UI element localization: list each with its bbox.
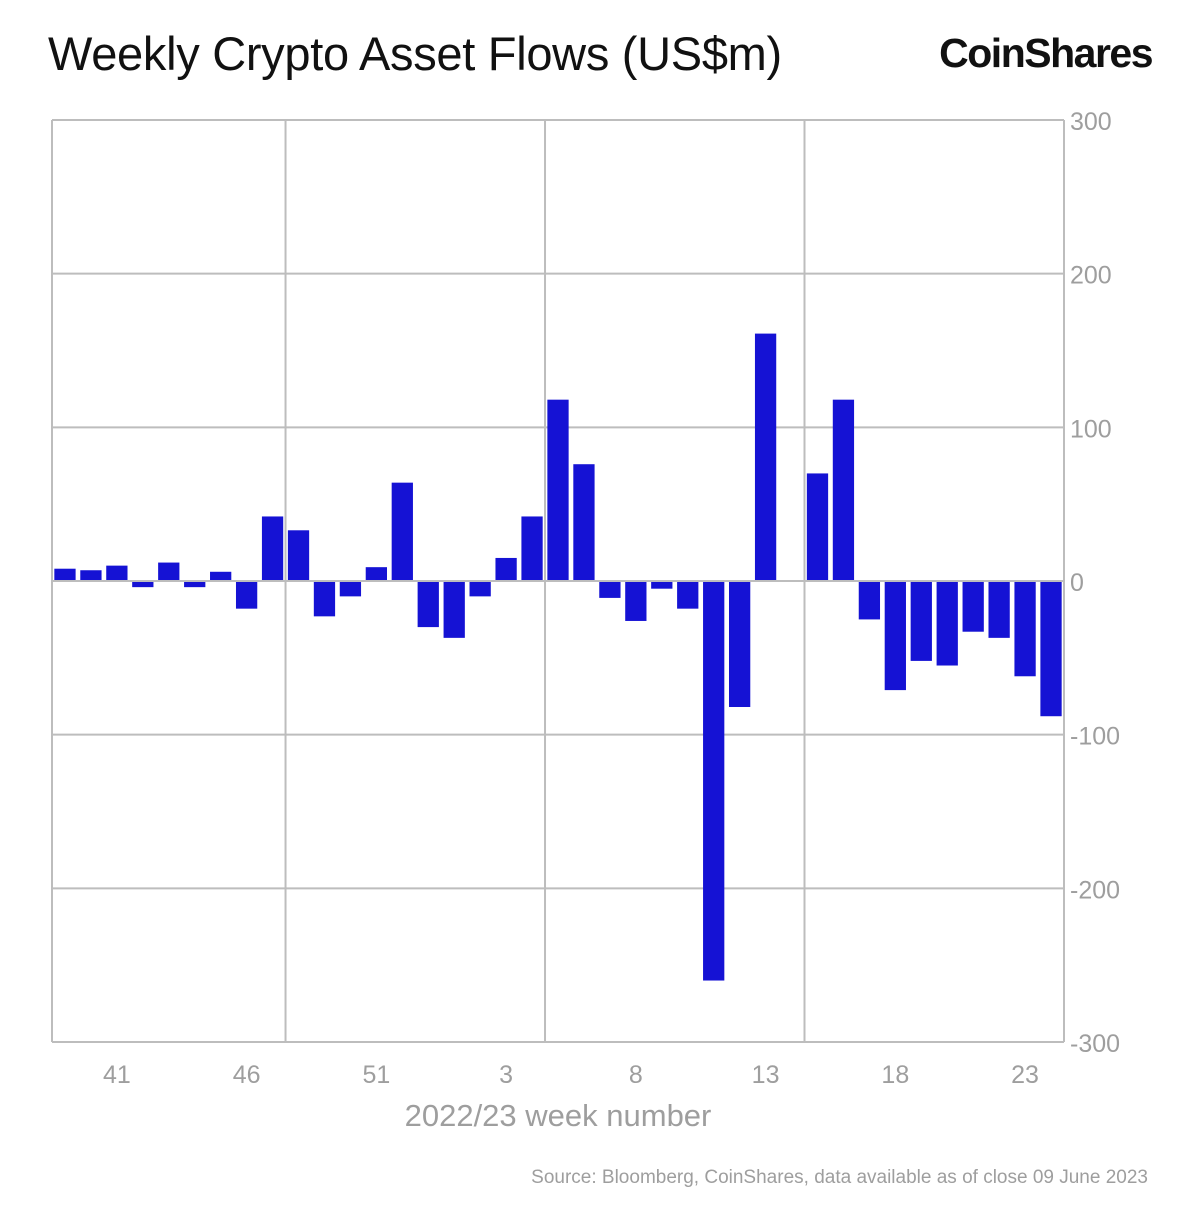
- y-tick-label: -200: [1070, 876, 1120, 904]
- bar: [884, 581, 906, 691]
- y-tick-label: 100: [1070, 415, 1112, 443]
- bar: [547, 399, 569, 581]
- bar: [235, 581, 258, 609]
- x-tick-label: 3: [499, 1061, 513, 1089]
- bar: [80, 570, 102, 581]
- bar: [158, 562, 180, 581]
- chart-title: Weekly Crypto Asset Flows (US$m): [48, 27, 782, 80]
- bar: [754, 333, 777, 581]
- bar: [313, 581, 336, 617]
- bar: [495, 557, 517, 581]
- x-tick-label: 46: [233, 1061, 261, 1089]
- y-tick-label: 0: [1070, 569, 1084, 597]
- x-tick-label: 8: [629, 1061, 643, 1089]
- coinshares-logo: CoinShares: [939, 30, 1153, 76]
- y-tick-label: -100: [1070, 723, 1120, 751]
- x-tick-label: 23: [1011, 1061, 1039, 1089]
- bar: [651, 581, 673, 589]
- x-axis-label: 2022/23 week number: [404, 1098, 712, 1133]
- bar: [729, 581, 751, 708]
- bar: [184, 581, 206, 588]
- bar: [858, 581, 881, 620]
- bar: [703, 581, 725, 981]
- x-tick-label: 18: [881, 1061, 909, 1089]
- bar: [1014, 581, 1036, 677]
- bar: [625, 581, 647, 621]
- x-tick-label: 13: [752, 1061, 780, 1089]
- bar: [573, 464, 595, 581]
- bar: [261, 516, 284, 581]
- source-note: Source: Bloomberg, CoinShares, data avai…: [531, 1167, 1148, 1188]
- bar: [962, 581, 984, 632]
- bar: [54, 568, 76, 581]
- bar: [132, 581, 154, 588]
- bar: [806, 473, 829, 581]
- bar: [599, 581, 621, 598]
- bar: [677, 581, 699, 609]
- bar: [936, 581, 958, 666]
- bars: [52, 333, 1064, 981]
- bar: [832, 399, 855, 581]
- bar: [417, 581, 439, 628]
- bar: [443, 581, 465, 638]
- bar: [339, 581, 362, 597]
- bar: [365, 567, 387, 581]
- bar: [287, 530, 310, 581]
- tick-labels: 300 200 100 0 -100 -200 -300 41 46 51 3 8 13 18 23: [103, 108, 1120, 1089]
- bar: [910, 581, 932, 661]
- bar: [469, 581, 491, 597]
- bar: [210, 571, 232, 581]
- bar: [1040, 581, 1062, 717]
- bar: [106, 565, 128, 581]
- bar: [988, 581, 1010, 638]
- y-tick-label: 200: [1070, 262, 1112, 290]
- y-tick-label: 300: [1070, 108, 1112, 136]
- x-tick-label: 51: [362, 1061, 390, 1089]
- bar: [391, 482, 413, 581]
- x-tick-label: 41: [103, 1061, 131, 1089]
- bar: [521, 516, 543, 581]
- y-tick-label: -300: [1070, 1030, 1120, 1058]
